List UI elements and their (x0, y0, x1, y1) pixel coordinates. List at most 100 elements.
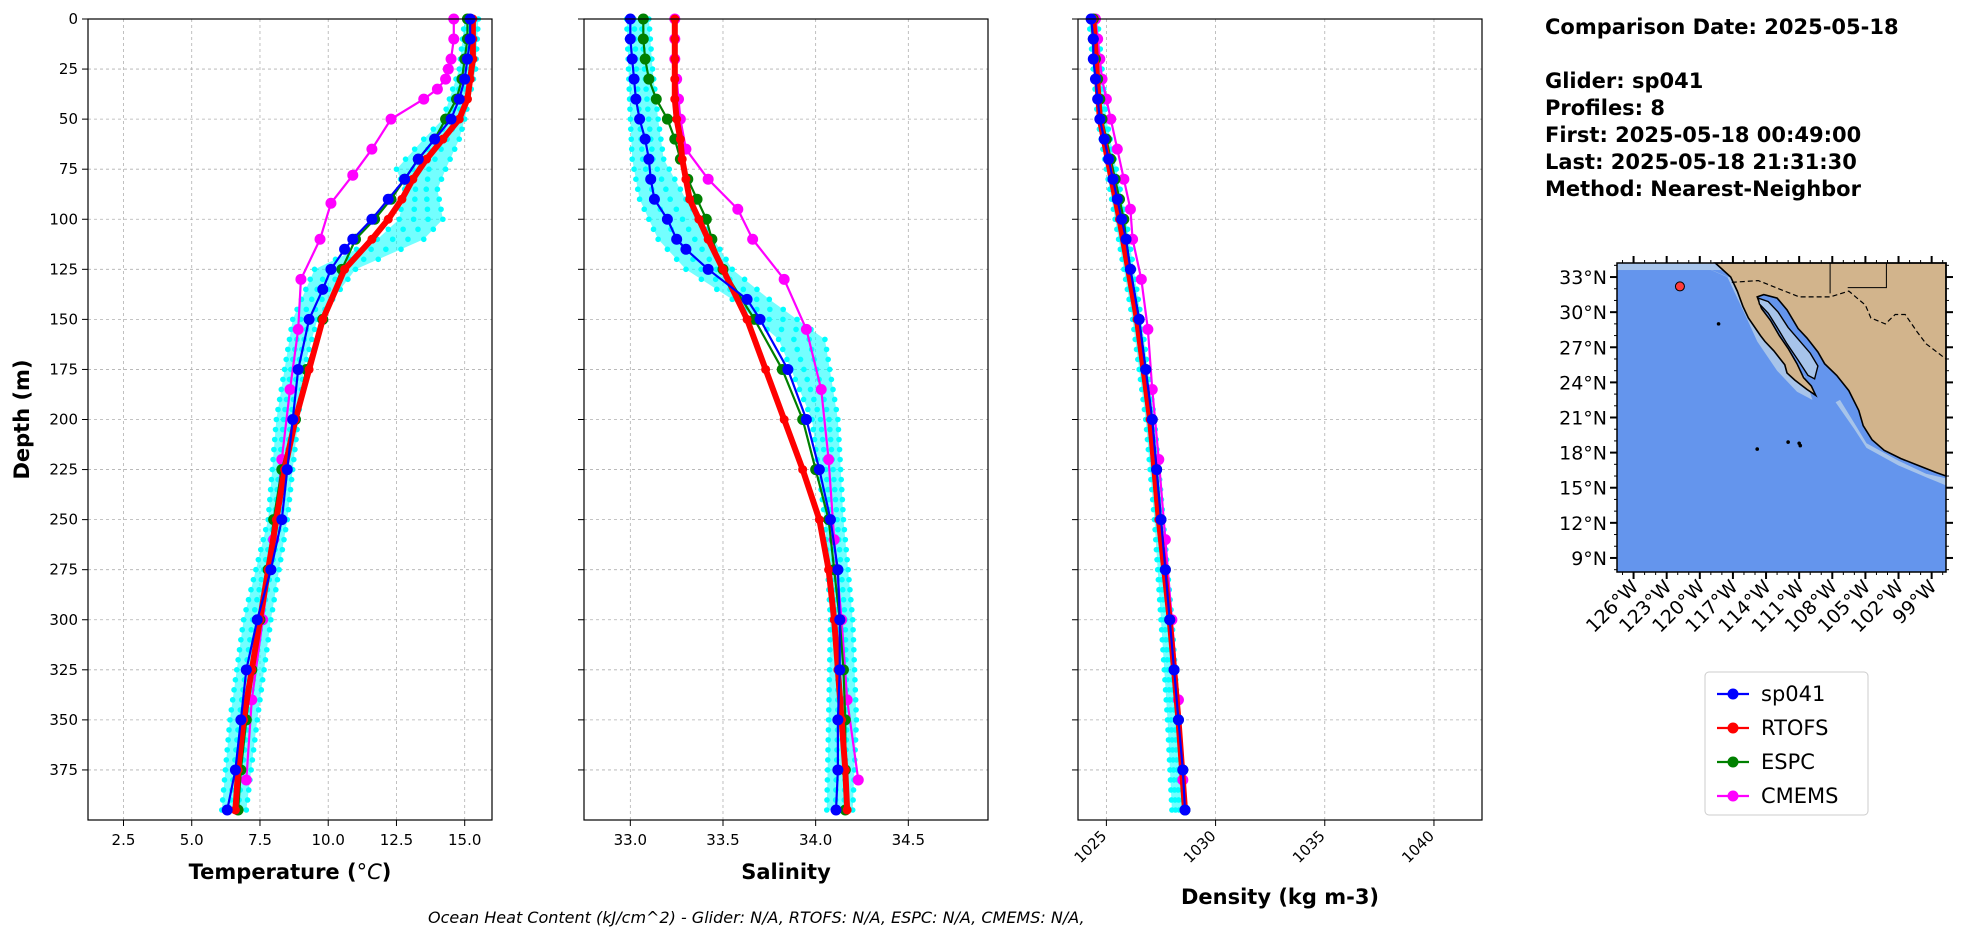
legend-item-rtofs[interactable]: RTOFS (1717, 716, 1828, 740)
raw-profile-point (717, 246, 723, 253)
glider-name: Glider: sp041 (1545, 69, 1704, 93)
data-point-cmems (385, 113, 397, 125)
raw-profile-point (842, 626, 849, 633)
raw-profile-point (683, 266, 689, 273)
raw-profile-point (833, 406, 840, 413)
raw-profile-point (269, 466, 276, 473)
raw-profile-point (383, 246, 389, 253)
legend-item-espc[interactable]: ESPC (1717, 750, 1815, 774)
raw-profile-point (818, 426, 825, 433)
data-point-rtofs (842, 805, 852, 815)
data-point-rtofs (438, 134, 448, 144)
legend-label: sp041 (1761, 682, 1825, 706)
data-point-sp041 (680, 243, 692, 255)
y-tick-label: 75 (59, 160, 78, 178)
profile-panel-2: 33.0 33.5 34.0 34.5 Salinity (578, 13, 989, 884)
comparison-info: Comparison Date: 2025-05-18 Glider: sp04… (1545, 14, 1899, 203)
data-point-sp041 (325, 263, 337, 275)
raw-profile-point (634, 86, 641, 92)
raw-profile-point (827, 626, 834, 633)
data-point-cmems (347, 169, 359, 181)
raw-profile-point (1102, 106, 1109, 112)
raw-profile-point (780, 316, 786, 323)
profile-count: Profiles: 8 (1545, 96, 1666, 120)
data-point-cmems (240, 774, 252, 786)
raw-profile-point (226, 727, 232, 733)
data-point-cmems (440, 73, 452, 85)
raw-profile-point (826, 697, 832, 703)
data-point-rtofs (675, 134, 685, 144)
data-point-sp041 (634, 113, 646, 125)
data-point-sp041 (1087, 33, 1099, 45)
raw-profile-point (221, 777, 228, 783)
legend-marker (1727, 688, 1739, 700)
raw-profile-point (225, 737, 231, 743)
raw-profile-point (261, 667, 267, 673)
data-point-rtofs (824, 565, 834, 575)
data-point-sp041 (834, 614, 846, 626)
raw-profile-point (641, 206, 648, 213)
raw-profile-point (827, 636, 833, 643)
shelf-mainland (1835, 399, 1946, 486)
raw-profile-point (252, 737, 258, 743)
x-axis: 2.5 5.0 7.5 10.0 12.5 15.0 (112, 820, 481, 849)
raw-profile-point (1113, 166, 1120, 172)
data-point-sp041 (1103, 153, 1115, 165)
raw-profile-point (412, 186, 419, 193)
raw-profile-point (283, 356, 289, 363)
legend-item-cmems[interactable]: CMEMS (1717, 784, 1839, 808)
data-point-cmems (448, 33, 460, 45)
raw-profile-point (830, 386, 836, 393)
raw-profile-point (420, 236, 427, 243)
raw-profile-point (811, 396, 817, 403)
x-tick-label: 33.0 (614, 831, 647, 849)
raw-profile-point (850, 636, 857, 643)
y-tick-label: 325 (49, 661, 78, 679)
data-point-rtofs (677, 154, 687, 164)
data-point-rtofs (703, 234, 713, 244)
raw-profile-point (849, 616, 856, 623)
raw-profile-point (423, 186, 430, 193)
legend-label: RTOFS (1761, 716, 1828, 740)
legend-label: CMEMS (1761, 784, 1839, 808)
data-point-rtofs (367, 234, 377, 244)
legend-item-sp041[interactable]: sp041 (1717, 682, 1825, 706)
raw-profile-point (836, 546, 843, 553)
raw-profile-point (827, 436, 834, 443)
raw-profile-point (624, 46, 631, 52)
series-sp041 (1085, 13, 1191, 816)
raw-profile-point (827, 646, 833, 653)
data-point-sp041 (1111, 193, 1123, 205)
raw-profile-point (836, 436, 842, 443)
raw-profile-point (831, 486, 838, 493)
raw-profile-point (259, 677, 266, 683)
raw-profile-point (825, 356, 831, 363)
raw-profile-point (810, 426, 817, 433)
data-point-cmems (292, 323, 304, 335)
data-point-sp041 (292, 363, 304, 375)
raw-profile-point (396, 216, 402, 223)
data-point-sp041 (628, 73, 640, 85)
data-point-espc (700, 213, 712, 225)
data-point-sp041 (671, 233, 683, 245)
raw-profile-point (233, 667, 240, 673)
raw-profile-point (631, 26, 638, 32)
raw-profile-point (1117, 186, 1123, 193)
data-point-espc (691, 193, 703, 205)
raw-profile-point (850, 797, 856, 803)
raw-profile-point (672, 176, 678, 182)
data-point-cmems (778, 273, 790, 285)
raw-profile-point (273, 586, 279, 593)
raw-profile-point (837, 556, 844, 563)
data-point-sp041 (221, 804, 233, 816)
raw-profile-point (446, 96, 453, 102)
x-axis-title: Temperature (°C) (189, 860, 392, 884)
raw-profile-point (223, 757, 230, 763)
raw-profile-point (835, 526, 841, 533)
shelf-baja (1694, 263, 1813, 400)
latitude-label: 9°N (1571, 548, 1607, 570)
raw-profile-point (824, 797, 830, 803)
raw-profile-point (643, 86, 649, 92)
raw-profile-point (243, 807, 250, 813)
